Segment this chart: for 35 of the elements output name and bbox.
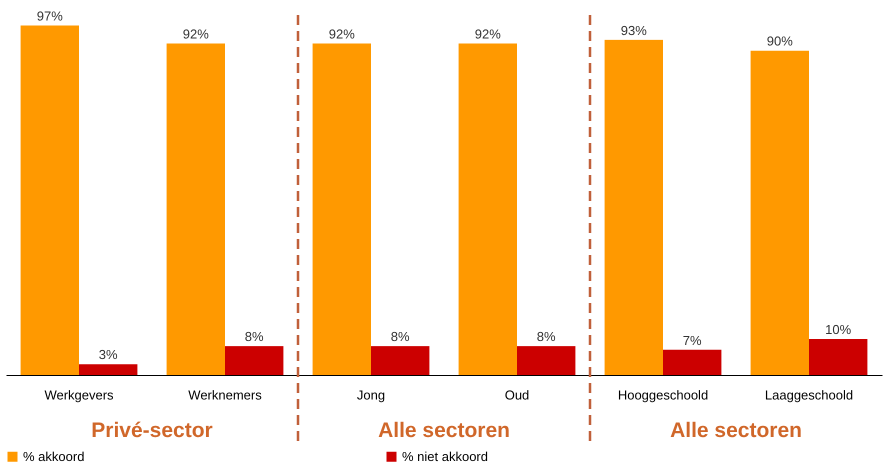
- x-tick-label: Laaggeschoold: [764, 388, 854, 402]
- bar: [604, 40, 663, 375]
- data-label: 8%: [244, 329, 264, 344]
- bar: [750, 50, 809, 375]
- data-label: 8%: [390, 329, 410, 344]
- data-label: 7%: [682, 332, 702, 348]
- bar: [225, 346, 284, 375]
- x-tick-label: Werkgevers: [44, 388, 114, 402]
- data-label: 92%: [474, 26, 502, 42]
- data-label: 10%: [825, 322, 852, 337]
- data-label: 93%: [620, 22, 648, 38]
- legend-label: % niet akkoord: [402, 448, 488, 464]
- text: Privé-sector: [91, 419, 213, 442]
- bar: [809, 338, 868, 375]
- bar: [517, 346, 576, 375]
- data-label: 92%: [328, 26, 356, 42]
- bar: [20, 25, 79, 375]
- bar: [371, 346, 430, 375]
- bar: [166, 44, 225, 375]
- text: Alle sectoren: [378, 419, 510, 442]
- x-tick-label: Hooggeschoold: [618, 388, 708, 402]
- data-label: 3%: [98, 347, 118, 362]
- data-label: 92%: [182, 26, 210, 42]
- x-tick-label: Jong: [356, 388, 386, 402]
- legend-label: % akkoord: [23, 448, 84, 464]
- data-label: 8%: [536, 329, 556, 344]
- x-tick-label: Werknemers: [188, 388, 262, 402]
- bar: [458, 44, 517, 375]
- text: Alle sectoren: [670, 419, 802, 442]
- data-label: 97%: [36, 8, 64, 24]
- bar: [79, 364, 138, 375]
- bar: [312, 44, 371, 375]
- x-tick-label: Oud: [504, 388, 530, 402]
- bar: [663, 350, 722, 375]
- data-label: 90%: [766, 34, 794, 49]
